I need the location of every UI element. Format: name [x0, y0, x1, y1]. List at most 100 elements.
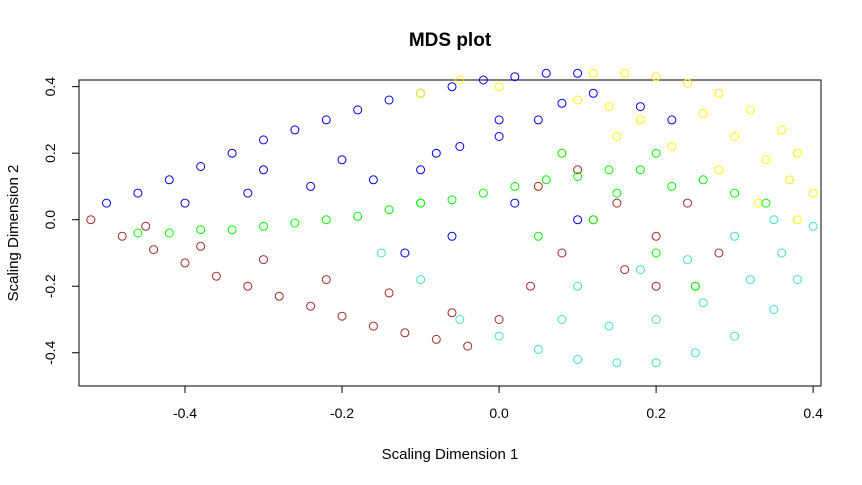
data-point	[745, 275, 755, 285]
data-point	[769, 305, 779, 314]
data-point	[526, 281, 535, 291]
data-point	[164, 228, 174, 238]
data-point	[620, 68, 630, 78]
x-tick-label: -0.4	[173, 405, 197, 421]
data-point	[753, 198, 763, 208]
data-point	[416, 165, 426, 175]
data-point	[620, 265, 630, 275]
data-point	[416, 275, 426, 285]
data-point	[164, 175, 174, 185]
data-point	[431, 334, 441, 344]
data-point	[745, 105, 755, 115]
x-tick-label: 0.4	[803, 405, 823, 421]
data-point	[274, 291, 284, 301]
y-tick-label: -0.2	[42, 274, 58, 298]
x-tick-label: 0.2	[646, 405, 666, 421]
data-point	[792, 215, 802, 225]
data-point	[133, 188, 143, 198]
data-point	[533, 344, 543, 354]
data-point	[573, 172, 583, 181]
data-point	[180, 198, 190, 208]
series-2	[86, 165, 724, 351]
data-point	[690, 281, 700, 291]
data-point	[353, 105, 363, 115]
data-point	[447, 231, 457, 241]
data-point	[683, 255, 692, 265]
data-point	[368, 175, 378, 185]
data-point	[777, 248, 787, 258]
data-point	[510, 198, 520, 208]
data-point	[588, 215, 598, 225]
data-point	[321, 275, 331, 285]
data-point	[478, 188, 488, 198]
data-point	[635, 265, 645, 275]
data-point	[808, 221, 818, 231]
data-point	[573, 354, 583, 364]
data-point	[604, 321, 614, 331]
data-point	[211, 271, 221, 281]
data-point	[730, 188, 740, 198]
data-point	[785, 175, 795, 185]
data-point	[533, 181, 543, 191]
x-tick-label: 0.0	[489, 405, 509, 421]
data-point	[651, 315, 661, 324]
points-layer	[86, 68, 818, 368]
data-point	[86, 215, 96, 225]
data-point	[455, 142, 465, 151]
data-point	[196, 162, 206, 171]
data-point	[400, 248, 410, 258]
data-point	[573, 281, 583, 291]
data-point	[102, 198, 111, 208]
x-axis: -0.4 -0.2 0.0 0.2 0.4	[173, 385, 823, 421]
data-point	[808, 188, 818, 198]
data-point	[133, 228, 143, 238]
data-point	[714, 88, 724, 98]
data-point	[651, 72, 661, 82]
data-point	[494, 331, 504, 341]
data-point	[416, 88, 426, 98]
data-point	[494, 82, 504, 92]
data-point	[455, 315, 465, 324]
data-point	[533, 231, 543, 241]
data-point	[494, 132, 504, 141]
data-point	[635, 102, 645, 112]
data-point	[698, 175, 708, 185]
data-point	[557, 315, 567, 324]
data-point	[612, 132, 622, 141]
data-point	[447, 308, 457, 318]
data-point	[557, 248, 567, 258]
data-point	[588, 88, 598, 98]
data-point	[259, 221, 268, 231]
data-point	[730, 132, 740, 141]
data-point	[447, 82, 457, 92]
data-point	[117, 231, 127, 241]
data-point	[455, 75, 465, 85]
data-point	[384, 205, 394, 215]
data-point	[573, 215, 583, 225]
data-point	[306, 181, 316, 191]
data-point	[368, 321, 378, 331]
series-1	[416, 68, 818, 225]
data-point	[651, 148, 661, 158]
data-point	[604, 102, 614, 112]
chart-title: MDS plot	[409, 30, 492, 51]
data-point	[651, 281, 661, 291]
data-point	[667, 181, 677, 191]
data-point	[227, 148, 237, 158]
data-point	[510, 72, 520, 82]
data-point	[714, 248, 724, 258]
data-point	[541, 175, 551, 185]
data-point	[769, 215, 779, 225]
y-tick-label: 0.2	[42, 143, 58, 163]
y-tick-label: 0.4	[42, 77, 58, 97]
series-0	[102, 68, 677, 258]
data-point	[384, 288, 394, 298]
y-axis-label: Scaling Dimension 2	[5, 165, 22, 302]
data-point	[651, 248, 661, 258]
data-point	[447, 195, 457, 205]
y-tick-label: 0.0	[42, 210, 58, 230]
data-point	[683, 78, 692, 88]
data-point	[698, 108, 708, 118]
data-point	[243, 188, 253, 198]
